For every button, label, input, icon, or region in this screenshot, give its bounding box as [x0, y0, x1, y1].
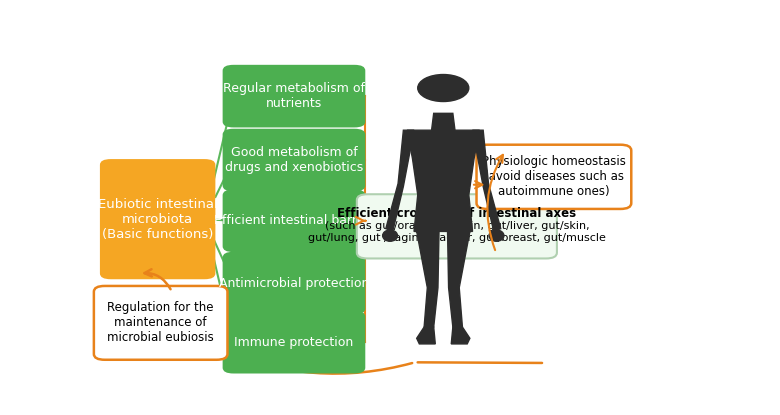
Polygon shape: [431, 113, 455, 130]
Text: Efficient crosstalk of intestinal axes: Efficient crosstalk of intestinal axes: [337, 207, 576, 220]
FancyBboxPatch shape: [477, 145, 631, 209]
FancyArrowPatch shape: [144, 269, 171, 289]
Text: Good metabolism of
drugs and xenobiotics: Good metabolism of drugs and xenobiotics: [225, 146, 363, 174]
FancyBboxPatch shape: [356, 194, 557, 259]
FancyBboxPatch shape: [94, 286, 228, 360]
Polygon shape: [473, 130, 501, 232]
Text: Efficient intestinal barrier: Efficient intestinal barrier: [215, 214, 374, 227]
Text: Regulation for the
maintenance of
microbial eubiosis: Regulation for the maintenance of microb…: [108, 301, 214, 344]
FancyArrowPatch shape: [488, 155, 503, 250]
Polygon shape: [417, 327, 435, 344]
Text: Eubiotic intestinal
microbiota
(Basic functions): Eubiotic intestinal microbiota (Basic fu…: [98, 198, 218, 241]
FancyBboxPatch shape: [222, 65, 365, 127]
Ellipse shape: [489, 230, 504, 241]
FancyBboxPatch shape: [222, 252, 365, 315]
Text: Antimicrobial protection: Antimicrobial protection: [218, 276, 369, 290]
Polygon shape: [416, 232, 439, 327]
Ellipse shape: [383, 230, 398, 241]
Circle shape: [418, 75, 469, 102]
FancyArrowPatch shape: [219, 349, 412, 374]
FancyBboxPatch shape: [222, 129, 365, 191]
FancyArrowPatch shape: [474, 181, 482, 188]
Polygon shape: [386, 130, 414, 232]
Polygon shape: [452, 327, 470, 344]
Text: Immune protection: Immune protection: [234, 336, 353, 349]
FancyBboxPatch shape: [222, 311, 365, 374]
Polygon shape: [448, 232, 471, 327]
FancyBboxPatch shape: [222, 189, 365, 252]
Text: Regular metabolism of
nutrients: Regular metabolism of nutrients: [223, 82, 365, 110]
Text: Physiologic homeostasis
(avoid diseases such as
autoimmune ones): Physiologic homeostasis (avoid diseases …: [482, 155, 626, 198]
FancyBboxPatch shape: [100, 159, 215, 279]
FancyArrowPatch shape: [417, 362, 542, 363]
Text: (such as gut/oral , gut/brain, gut/liver, gut/skin,
gut/lung, gut /vagina/bladde: (such as gut/oral , gut/brain, gut/liver…: [308, 221, 606, 243]
Polygon shape: [407, 130, 480, 232]
